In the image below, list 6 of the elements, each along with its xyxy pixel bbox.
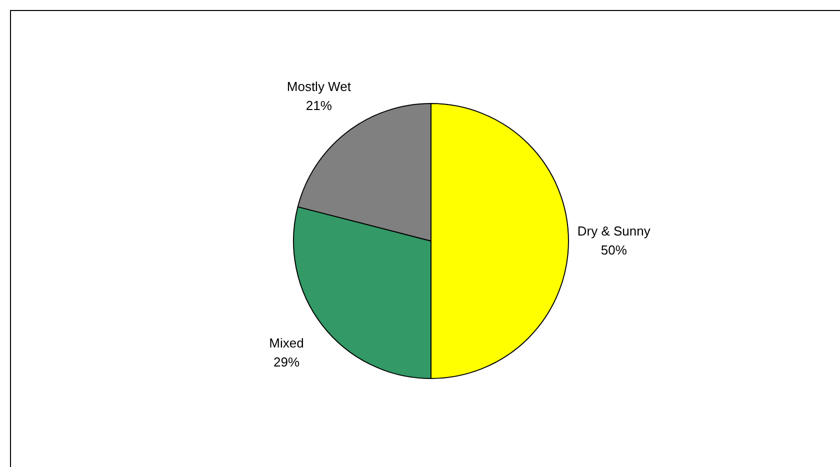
slice-label: Mixed (269, 336, 304, 351)
slice-label: Mostly Wet (286, 79, 352, 94)
slice-label: Dry & Sunny (577, 224, 651, 239)
data-label: 50% (600, 242, 628, 258)
data-label: 29% (273, 354, 300, 370)
data-label: 21% (306, 98, 332, 114)
